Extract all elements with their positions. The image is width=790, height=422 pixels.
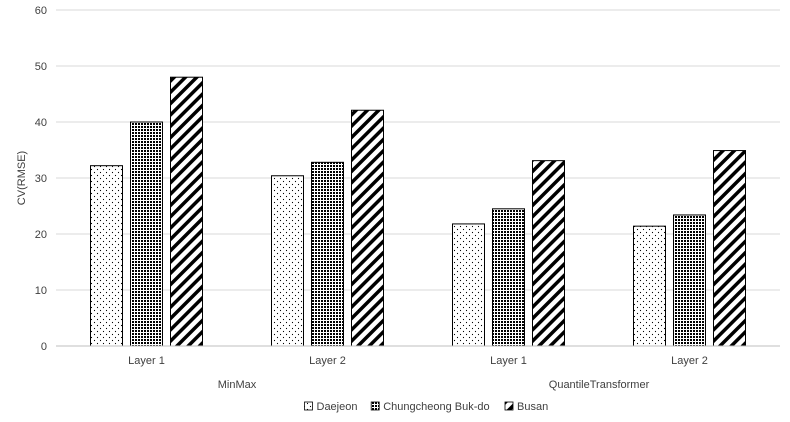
- x-axis: Layer 1 Layer 2 Layer 1 Layer 2 MinMax Quanti…: [56, 345, 780, 391]
- y-tick-label: 40: [35, 117, 47, 129]
- bar-busan: [532, 160, 565, 347]
- bar-busan: [713, 150, 746, 347]
- legend-swatch: [370, 401, 380, 411]
- bar-daejeon: [452, 223, 485, 347]
- legend-label: Busan: [517, 401, 548, 413]
- x-tick-label: Layer 2: [671, 355, 708, 367]
- y-tick-label: 10: [35, 285, 47, 297]
- legend-swatch: [504, 401, 514, 411]
- x-group-label: MinMax: [218, 379, 257, 391]
- y-tick-label: 50: [35, 61, 47, 73]
- x-group-label: QuantileTransformer: [549, 379, 650, 391]
- bar-chungcheong-buk-do: [311, 161, 344, 347]
- legend-swatch: [304, 401, 313, 411]
- bar-chungcheong-buk-do: [130, 121, 163, 347]
- x-tick-label: Layer 2: [309, 355, 346, 367]
- y-tick-label: 20: [35, 229, 47, 241]
- gridlines: [56, 9, 780, 291]
- y-axis-title: CV(RMSE): [16, 151, 28, 205]
- y-tick-label: 30: [35, 173, 47, 185]
- legend: Daejeon Chungcheong Buk-do Busan: [304, 401, 548, 413]
- bar-chungcheong-buk-do: [492, 208, 525, 347]
- legend-item: Daejeon: [304, 401, 358, 413]
- bar-daejeon: [90, 165, 123, 347]
- y-tick-label: 60: [35, 5, 47, 17]
- bar-daejeon: [633, 225, 666, 347]
- bars: [90, 76, 746, 347]
- legend-item: Chungcheong Buk-do: [370, 401, 490, 413]
- x-tick-label: Layer 1: [490, 355, 527, 367]
- y-tick-label: 0: [41, 341, 47, 353]
- bar-busan: [170, 76, 203, 347]
- bar-chungcheong-buk-do: [673, 214, 706, 347]
- bar-daejeon: [271, 175, 304, 347]
- x-tick-label: Layer 1: [128, 355, 165, 367]
- legend-label: Chungcheong Buk-do: [383, 401, 489, 413]
- y-axis-ticks: 0 10 20 30 40 50 60: [35, 5, 47, 353]
- legend-label: Daejeon: [317, 401, 358, 413]
- legend-item: Busan: [504, 401, 548, 413]
- bar-busan: [351, 109, 384, 347]
